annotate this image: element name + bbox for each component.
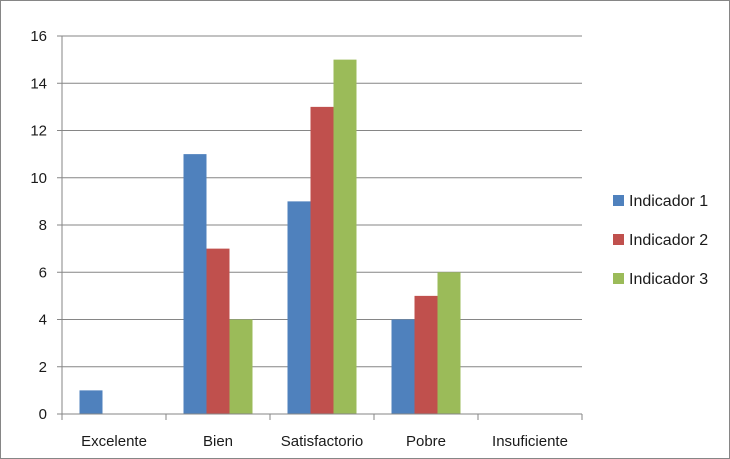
y-tick-label: 2 — [39, 359, 47, 376]
bar-indicador-3-satisfactorio — [333, 59, 357, 414]
legend-label: Indicador 3 — [629, 271, 708, 288]
x-axis-tick-labels: Excelente Bien Satisfactorio Pobre Insuficie… — [81, 433, 568, 450]
bar-indicador-3-bien — [229, 319, 253, 414]
bar-indicador-1-satisfactorio — [287, 201, 311, 414]
legend-swatch — [613, 234, 624, 245]
x-tick-label: Pobre — [406, 433, 446, 450]
bars — [79, 59, 461, 414]
y-tick-label: 10 — [30, 170, 47, 187]
legend: Indicador 1 Indicador 2 Indicador 3 — [613, 193, 708, 288]
y-tick-label: 6 — [39, 264, 47, 281]
bar-indicador-2-bien — [206, 248, 230, 414]
y-tick-label: 14 — [30, 75, 47, 92]
axes — [57, 35, 583, 420]
bar-indicador-1-pobre — [391, 319, 415, 414]
y-tick-label: 16 — [30, 28, 47, 45]
y-axis-tick-labels: 0 2 4 6 8 10 12 14 16 — [30, 28, 47, 423]
y-tick-label: 4 — [39, 312, 47, 329]
y-tick-label: 0 — [39, 406, 47, 423]
y-tick-label: 12 — [30, 123, 47, 140]
legend-label: Indicador 2 — [629, 232, 708, 249]
bar-indicador-1-excelente — [79, 390, 103, 414]
x-tick-label: Bien — [203, 433, 233, 450]
y-tick-label: 8 — [39, 217, 47, 234]
bar-indicador-2-satisfactorio — [310, 106, 334, 414]
legend-swatch — [613, 195, 624, 206]
x-tick-label: Excelente — [81, 433, 147, 450]
x-tick-label: Satisfactorio — [281, 433, 364, 450]
bar-indicador-2-pobre — [414, 295, 438, 414]
bar-indicador-1-bien — [183, 154, 207, 414]
legend-label: Indicador 1 — [629, 193, 708, 210]
bar-indicador-3-pobre — [437, 272, 461, 414]
x-tick-label: Insuficiente — [492, 433, 568, 450]
legend-swatch — [613, 273, 624, 284]
